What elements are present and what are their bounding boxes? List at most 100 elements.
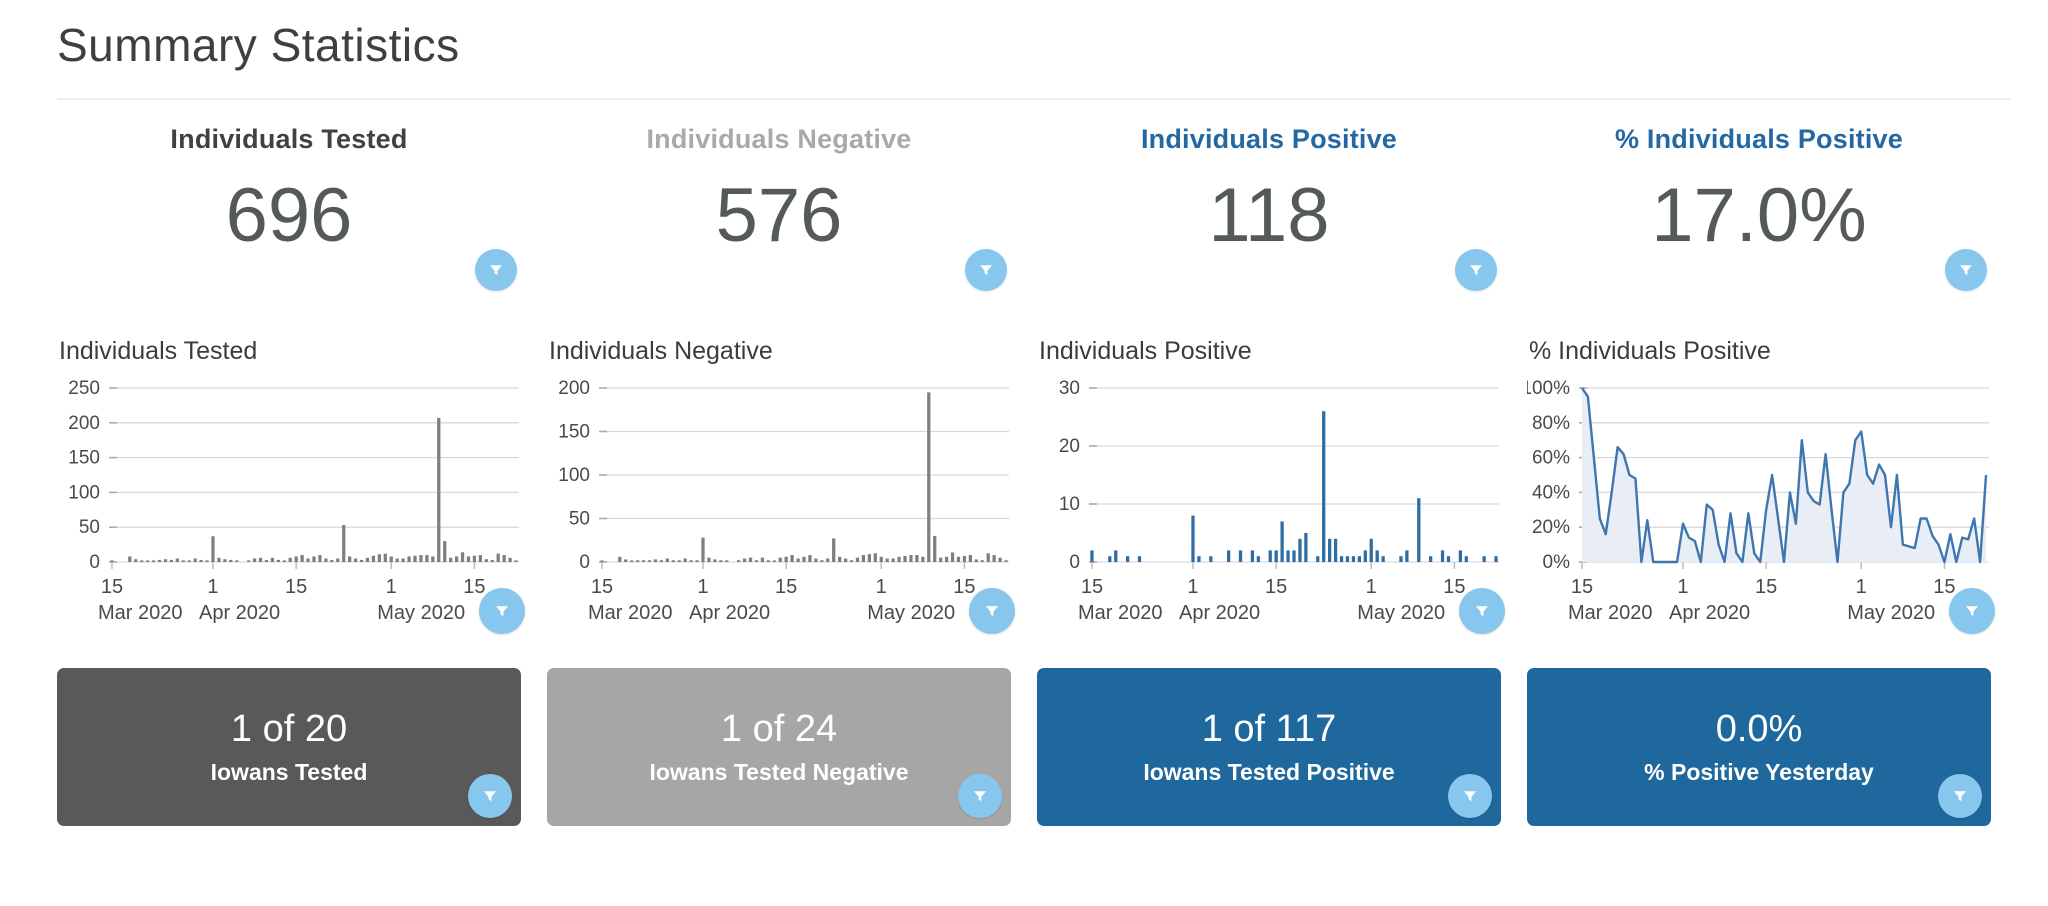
svg-text:15: 15 bbox=[285, 576, 307, 598]
stat-value-row: 17.0% bbox=[1527, 155, 1991, 291]
stat-header-percent-positive: % Individuals Positive bbox=[1615, 124, 1903, 154]
svg-text:15: 15 bbox=[101, 576, 123, 598]
card-label: Iowans Tested Negative bbox=[649, 759, 909, 785]
card-value: 0.0% bbox=[1715, 708, 1803, 750]
svg-text:0%: 0% bbox=[1543, 552, 1571, 573]
svg-text:200: 200 bbox=[68, 413, 100, 434]
tested-chart-filter-button[interactable] bbox=[479, 588, 525, 634]
svg-text:100: 100 bbox=[558, 465, 590, 486]
card-value: 1 of 20 bbox=[230, 708, 348, 750]
svg-text:Mar 2020: Mar 2020 bbox=[1568, 602, 1653, 624]
title-divider bbox=[57, 98, 2010, 100]
positive-card-filter-button[interactable] bbox=[1448, 774, 1492, 818]
stat-value-row: 696 bbox=[57, 155, 521, 291]
svg-text:30: 30 bbox=[1059, 378, 1080, 399]
funnel-filter-icon bbox=[970, 786, 990, 806]
svg-text:15: 15 bbox=[953, 576, 975, 598]
card-label: Iowans Tested Positive bbox=[1143, 759, 1395, 785]
percent-chart-title: % Individuals Positive bbox=[1529, 337, 1771, 365]
svg-text:Mar 2020: Mar 2020 bbox=[588, 602, 673, 624]
svg-text:15: 15 bbox=[1755, 576, 1777, 598]
funnel-filter-icon bbox=[1460, 786, 1480, 806]
tested-value-filter-button[interactable] bbox=[475, 249, 517, 291]
summary-statistics-dashboard: Summary Statistics Individuals Tested 69… bbox=[57, 19, 2010, 826]
svg-text:Apr 2020: Apr 2020 bbox=[1179, 602, 1260, 624]
stat-value-positive: 118 bbox=[1208, 173, 1330, 258]
svg-text:100: 100 bbox=[68, 482, 100, 503]
percent-positive-yesterday-card: 0.0% % Positive Yesterday bbox=[1527, 668, 1991, 826]
svg-text:15: 15 bbox=[1081, 576, 1103, 598]
negative-chart-filter-button[interactable] bbox=[969, 588, 1015, 634]
svg-text:1: 1 bbox=[1366, 576, 1377, 598]
svg-text:100%: 100% bbox=[1527, 378, 1570, 399]
svg-text:200: 200 bbox=[558, 378, 590, 399]
svg-text:1: 1 bbox=[207, 576, 218, 598]
funnel-filter-icon bbox=[982, 601, 1002, 621]
funnel-filter-icon bbox=[1956, 260, 1976, 280]
column-individuals-negative: Individuals Negative 576 Individuals Neg… bbox=[547, 118, 1015, 826]
iowans-tested-card: 1 of 20 Iowans Tested bbox=[57, 668, 521, 826]
card-label: Iowans Tested bbox=[210, 759, 368, 785]
svg-text:May 2020: May 2020 bbox=[1847, 602, 1935, 624]
svg-text:May 2020: May 2020 bbox=[867, 602, 955, 624]
tested-chart-title: Individuals Tested bbox=[59, 337, 258, 365]
svg-text:15: 15 bbox=[775, 576, 797, 598]
funnel-filter-icon bbox=[480, 786, 500, 806]
negative-chart-title: Individuals Negative bbox=[549, 337, 773, 365]
stat-header-negative: Individuals Negative bbox=[646, 124, 912, 154]
stat-value-tested: 696 bbox=[225, 173, 353, 258]
percent-value-filter-button[interactable] bbox=[1945, 249, 1987, 291]
column-individuals-tested: Individuals Tested 696 Individuals Teste… bbox=[57, 118, 525, 826]
svg-text:50: 50 bbox=[569, 509, 590, 530]
stat-value-row: 118 bbox=[1037, 155, 1501, 291]
stats-grid: Individuals Tested 696 Individuals Teste… bbox=[57, 118, 1995, 826]
positive-chart-title: Individuals Positive bbox=[1039, 337, 1252, 365]
svg-text:May 2020: May 2020 bbox=[377, 602, 465, 624]
svg-text:15: 15 bbox=[1933, 576, 1955, 598]
svg-text:1: 1 bbox=[386, 576, 397, 598]
svg-text:150: 150 bbox=[68, 448, 100, 469]
funnel-filter-icon bbox=[1950, 786, 1970, 806]
funnel-filter-icon bbox=[976, 260, 996, 280]
positive-chart-block: Individuals Positive 0 10 20 30 15 Mar 2020 1 A… bbox=[1037, 337, 1505, 634]
funnel-filter-icon bbox=[486, 260, 506, 280]
svg-text:0: 0 bbox=[579, 552, 590, 573]
svg-text:0: 0 bbox=[89, 552, 100, 573]
negative-chart-block: Individuals Negative 0 50 100 150 200 15 Mar 2… bbox=[547, 337, 1015, 634]
card-label: % Positive Yesterday bbox=[1644, 759, 1874, 785]
positive-value-filter-button[interactable] bbox=[1455, 249, 1497, 291]
svg-text:80%: 80% bbox=[1532, 413, 1570, 434]
stat-value-percent-positive: 17.0% bbox=[1651, 173, 1867, 258]
tested-card-filter-button[interactable] bbox=[468, 774, 512, 818]
stat-value-row: 576 bbox=[547, 155, 1011, 291]
svg-text:20%: 20% bbox=[1532, 517, 1570, 538]
positive-chart-filter-button[interactable] bbox=[1459, 588, 1505, 634]
percent-chart-filter-button[interactable] bbox=[1949, 588, 1995, 634]
percent-card-filter-button[interactable] bbox=[1938, 774, 1982, 818]
svg-text:15: 15 bbox=[1443, 576, 1465, 598]
svg-text:May 2020: May 2020 bbox=[1357, 602, 1445, 624]
negative-card-filter-button[interactable] bbox=[958, 774, 1002, 818]
svg-text:0: 0 bbox=[1069, 552, 1080, 573]
funnel-filter-icon bbox=[492, 601, 512, 621]
stat-header-tested: Individuals Tested bbox=[170, 124, 408, 154]
svg-text:1: 1 bbox=[876, 576, 887, 598]
iowans-tested-negative-card: 1 of 24 Iowans Tested Negative bbox=[547, 668, 1011, 826]
svg-text:40%: 40% bbox=[1532, 482, 1570, 503]
svg-text:1: 1 bbox=[1187, 576, 1198, 598]
svg-text:1: 1 bbox=[1677, 576, 1688, 598]
card-value: 1 of 24 bbox=[720, 708, 838, 750]
funnel-filter-icon bbox=[1962, 601, 1982, 621]
stat-value-negative: 576 bbox=[715, 173, 843, 258]
stat-header-positive: Individuals Positive bbox=[1140, 124, 1398, 154]
negative-value-filter-button[interactable] bbox=[965, 249, 1007, 291]
svg-text:15: 15 bbox=[591, 576, 613, 598]
svg-text:50: 50 bbox=[79, 517, 100, 538]
funnel-filter-icon bbox=[1472, 601, 1492, 621]
column-percent-positive: % Individuals Positive 17.0% % Individua… bbox=[1527, 118, 1995, 826]
percent-chart-block: % Individuals Positive 0% 20% 40% 60% 80% 100… bbox=[1527, 337, 1995, 634]
